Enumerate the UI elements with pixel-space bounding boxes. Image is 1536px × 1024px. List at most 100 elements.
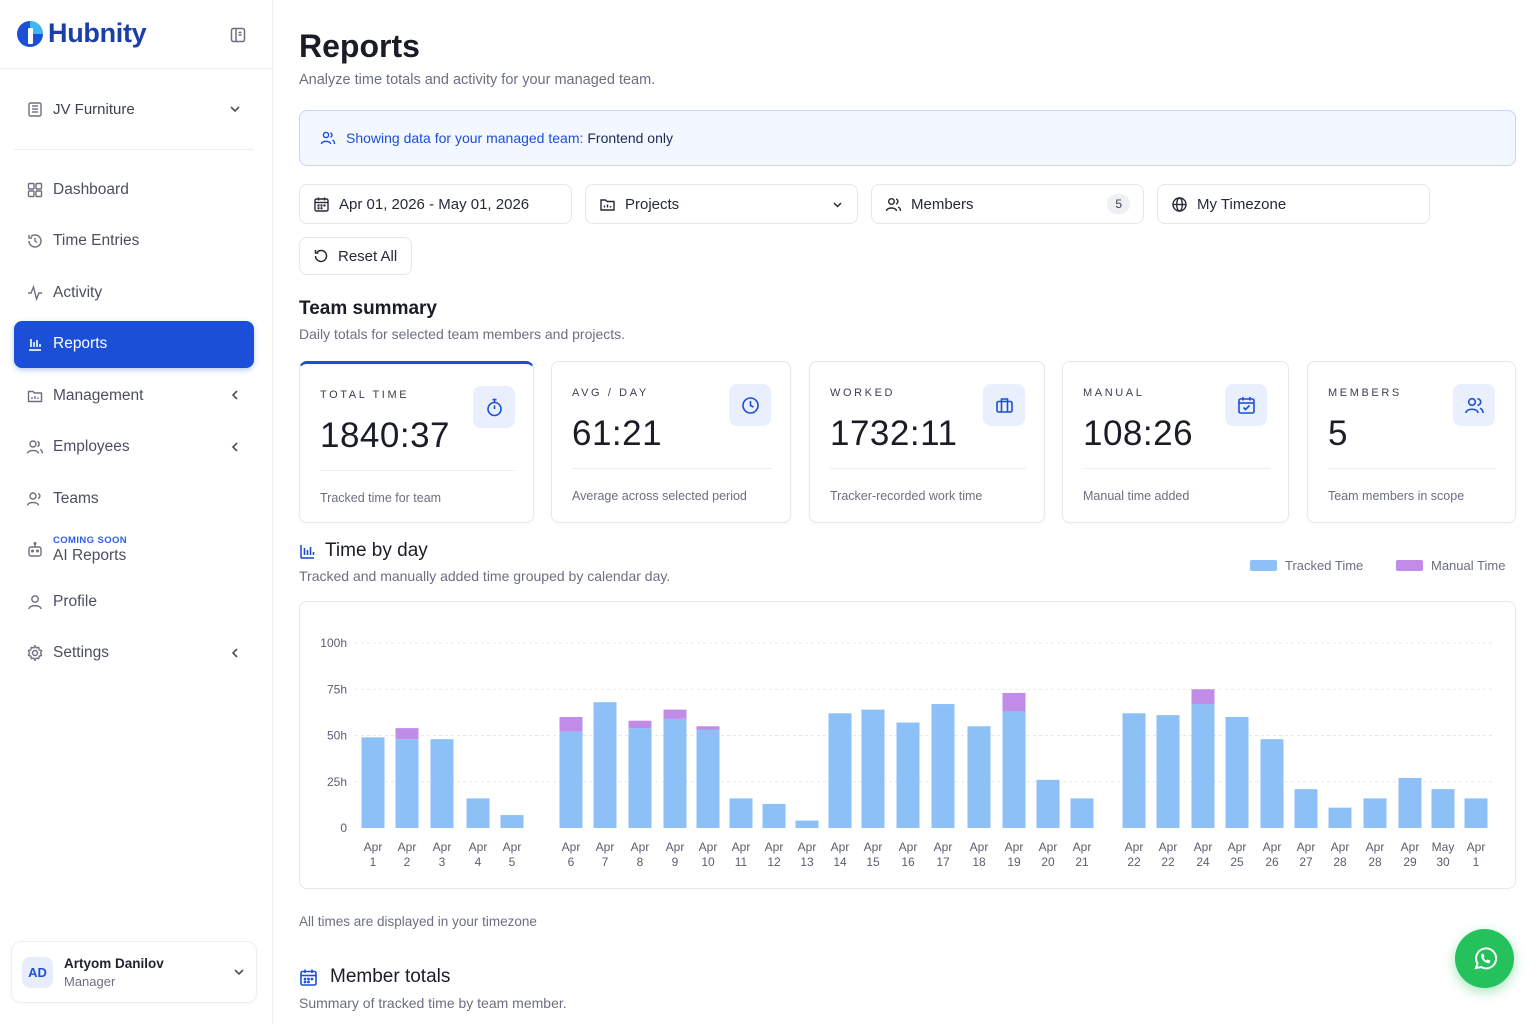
- projects-select[interactable]: Projects: [585, 184, 858, 224]
- x-tick-label-month: Apr: [1073, 840, 1092, 854]
- legend-manual: Manual Time: [1396, 558, 1505, 573]
- bar-tracked: [628, 728, 652, 828]
- members-select[interactable]: Members 5: [871, 184, 1144, 224]
- bar-tracked: [1260, 739, 1284, 828]
- stat-label: MEMBERS: [1328, 387, 1402, 399]
- history-icon: [28, 234, 42, 248]
- x-tick-label-month: Apr: [1401, 840, 1420, 854]
- bar-tracked: [1431, 789, 1455, 828]
- x-tick-label-month: Apr: [1263, 840, 1282, 854]
- x-tick-label-day: 25: [1230, 855, 1244, 869]
- stat-description: Team members in scope: [1328, 489, 1465, 503]
- brand[interactable]: Hubnity: [16, 18, 147, 49]
- chevron-down-icon: [234, 969, 244, 976]
- sidebar-item-dashboard[interactable]: Dashboard: [14, 166, 254, 213]
- x-tick-label-month: Apr: [503, 840, 522, 854]
- x-tick-label-day: 6: [568, 855, 575, 869]
- bar-tracked: [967, 726, 991, 828]
- x-tick-label-day: 28: [1368, 855, 1382, 869]
- bar-tracked: [1464, 798, 1488, 828]
- x-tick-label-day: 20: [1041, 855, 1055, 869]
- reset-icon: [314, 249, 328, 263]
- stopwatch-icon: [473, 386, 515, 428]
- organization-name: JV Furniture: [53, 100, 135, 118]
- sidebar-item-settings[interactable]: Settings: [14, 630, 254, 677]
- coming-soon-badge: COMING SOON: [53, 535, 128, 547]
- chevron-down-icon: [230, 106, 240, 113]
- sidebar-collapse-icon[interactable]: [229, 26, 247, 44]
- x-tick-label-month: Apr: [831, 840, 850, 854]
- timezone-select[interactable]: My Timezone: [1157, 184, 1430, 224]
- calendar-icon: [314, 197, 329, 212]
- bar-tracked: [1070, 798, 1094, 828]
- stat-label: MANUAL: [1083, 387, 1145, 399]
- bar-tracked: [1363, 798, 1387, 828]
- bar-tracked: [861, 709, 885, 828]
- date-range-picker[interactable]: Apr 01, 2026 - May 01, 2026: [299, 184, 572, 224]
- bar-manual: [1002, 692, 1026, 712]
- sidebar-item-time-entries[interactable]: Time Entries: [14, 218, 254, 265]
- x-tick-label-day: 3: [439, 855, 446, 869]
- x-tick-label-month: Apr: [1331, 840, 1350, 854]
- date-range-value: Apr 01, 2026 - May 01, 2026: [339, 195, 530, 213]
- x-tick-label-day: 11: [735, 855, 748, 869]
- organization-select[interactable]: JV Furniture: [14, 88, 254, 130]
- stat-divider: [320, 470, 515, 471]
- x-tick-label-day: 5: [509, 855, 516, 869]
- users-icon: [885, 197, 902, 211]
- folder-icon: [600, 198, 615, 211]
- sidebar-item-label: Teams: [53, 489, 99, 507]
- x-tick-label-day: 19: [1007, 855, 1021, 869]
- stat-card-total-time: TOTAL TIME 1840:37 Tracked time for team: [299, 361, 534, 523]
- reset-all-button[interactable]: Reset All: [299, 237, 412, 275]
- sidebar-item-reports[interactable]: Reports: [14, 320, 254, 368]
- sidebar-item-management[interactable]: Management: [14, 372, 254, 419]
- x-tick-label-month: Apr: [1005, 840, 1024, 854]
- bar-tracked: [1036, 779, 1060, 828]
- org-divider: [14, 149, 254, 150]
- whatsapp-chat-button[interactable]: [1455, 929, 1514, 988]
- x-tick-label-day: 12: [767, 855, 781, 869]
- sidebar-item-label: AI Reports: [53, 546, 127, 564]
- building-icon: [28, 102, 42, 117]
- banner-text: Showing data for your managed team:: [346, 130, 584, 146]
- bar-tracked: [896, 722, 920, 828]
- sidebar-item-profile[interactable]: Profile: [14, 578, 254, 625]
- stat-card-manual: MANUAL 108:26 Manual time added: [1062, 361, 1289, 523]
- x-tick-label-month: Apr: [562, 840, 581, 854]
- stat-description: Tracked time for team: [320, 491, 442, 505]
- x-tick-label-month: Apr: [699, 840, 718, 854]
- avatar: AD: [22, 956, 53, 988]
- sidebar-item-activity[interactable]: Activity: [14, 269, 254, 316]
- x-tick-label-month: Apr: [1297, 840, 1316, 854]
- bar-tracked: [466, 798, 490, 828]
- bar-chart-icon: [300, 544, 315, 559]
- x-tick-label-month: Apr: [433, 840, 452, 854]
- bar-manual: [395, 728, 419, 740]
- bar-tracked: [500, 815, 524, 828]
- sidebar-item-teams[interactable]: Teams: [14, 475, 254, 522]
- time-by-day-header: Time by day: [299, 540, 428, 562]
- time-by-day-svg: 100h75h50h25h0Apr1Apr2Apr3Apr4Apr5Apr6Ap…: [320, 636, 1495, 869]
- x-tick-label-day: 10: [701, 855, 715, 869]
- sidebar-item-ai-reports[interactable]: COMING SOON AI Reports: [14, 527, 254, 574]
- x-tick-label-day: 18: [972, 855, 986, 869]
- brand-name: Hubnity: [48, 18, 147, 48]
- chevron-left-icon: [231, 390, 238, 400]
- sidebar-item-label: Activity: [53, 283, 103, 301]
- bar-tracked: [395, 739, 419, 828]
- user-menu[interactable]: AD Artyom Danilov Manager: [11, 941, 257, 1003]
- bar-tracked: [1294, 789, 1318, 828]
- stat-divider: [572, 468, 772, 469]
- bar-chart-icon: [29, 339, 41, 351]
- time-by-day-title: Time by day: [325, 540, 428, 561]
- team-summary-subtitle: Daily totals for selected team members a…: [299, 326, 626, 342]
- x-tick-label-day: 26: [1265, 855, 1279, 869]
- bar-tracked: [729, 798, 753, 828]
- x-tick-label-month: Apr: [596, 840, 615, 854]
- folder-chart-icon: [27, 390, 43, 402]
- x-tick-label-month: Apr: [899, 840, 918, 854]
- user-name: Artyom Danilov: [64, 955, 164, 971]
- sidebar-item-employees[interactable]: Employees: [14, 424, 254, 471]
- bar-manual: [663, 709, 687, 719]
